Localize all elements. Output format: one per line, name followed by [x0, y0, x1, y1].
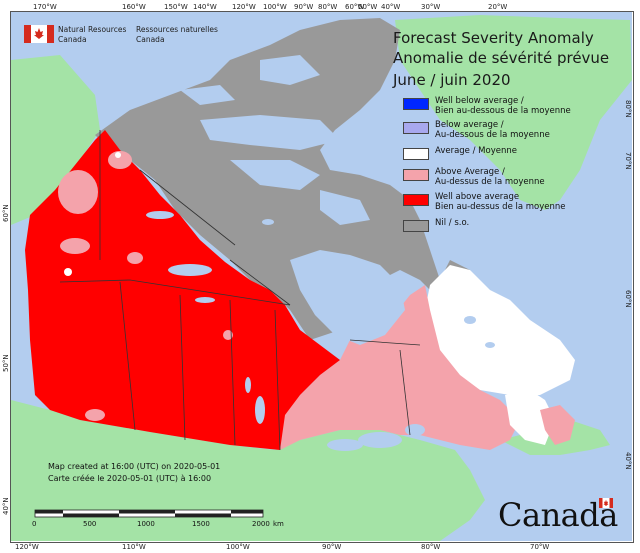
graticule-top-label: 30°W	[421, 3, 441, 11]
graticule-left-label: 60°N	[2, 204, 10, 222]
legend-swatch-below	[403, 122, 429, 134]
legend-label-en: Below average /	[435, 120, 504, 130]
graticule-bottom-label: 110°W	[122, 543, 146, 551]
scale-label: 500	[83, 520, 97, 528]
ministry-fr-line1: Ressources naturelles	[136, 25, 218, 34]
legend-label-en: Well below average /	[435, 96, 524, 106]
legend-label-fr: Au-dessus de la moyenne	[435, 177, 545, 187]
wordmark-flag-icon	[599, 498, 613, 508]
legend-item-well-below: Well below average / Bien au-dessous de …	[403, 96, 571, 116]
patch-above-5	[223, 330, 233, 340]
graticule-top-label: 40°W	[381, 3, 401, 11]
legend-label-en: Well above average	[435, 192, 520, 202]
graticule-bottom-label: 120°W	[15, 543, 39, 551]
credit-en: Map created at 16:00 (UTC) on 2020-05-01	[48, 462, 221, 471]
graticule-bottom-label: 100°W	[226, 543, 250, 551]
graticule-bottom-label: 80°W	[421, 543, 441, 551]
scale-label: 0	[32, 520, 37, 528]
graticule-top-label: 90°W	[294, 3, 314, 11]
legend-item-well-above: Well above average Bien au-dessus de la …	[403, 192, 566, 212]
legend-item-below: Below average / Au-dessous de la moyenne	[403, 120, 550, 140]
patch-average-1	[64, 268, 72, 276]
graticule-left-label: 40°N	[2, 497, 10, 515]
legend-item-average: Average / Moyenne	[403, 146, 517, 160]
legend-item-above: Above Average / Au-dessus de la moyenne	[403, 167, 545, 187]
region-average-east	[425, 265, 575, 395]
legend-item-nil: Nil / s.o.	[403, 218, 469, 232]
map-date: June / juin 2020	[393, 71, 511, 89]
ministry-en-line2: Canada	[58, 35, 87, 44]
ministry-en-line1: Natural Resources	[58, 25, 127, 34]
map-title-fr: Anomalie de sévérité prévue	[393, 49, 610, 67]
canada-flag-icon	[24, 25, 54, 43]
patch-above-2	[60, 238, 90, 254]
legend-label-en: Nil / s.o.	[435, 218, 470, 228]
legend-swatch-average	[403, 148, 429, 160]
patch-above-6	[85, 409, 105, 421]
map-title-en: Forecast Severity Anomaly	[393, 29, 594, 47]
graticule-top-label: 100°W	[263, 3, 287, 11]
graticule-top-label: 150°W	[164, 3, 188, 11]
legend-swatch-well-below	[403, 98, 429, 110]
graticule-right-label: 40°N	[624, 452, 632, 470]
patch-average-2	[115, 152, 121, 158]
graticule-right-label: 60°N	[624, 290, 632, 308]
scale-label: 1000	[137, 520, 155, 528]
legend-swatch-nil	[403, 220, 429, 232]
graticule-bottom-label: 70°W	[530, 543, 550, 551]
region-well-above-west	[25, 130, 340, 450]
graticule-top-label: 140°W	[193, 3, 217, 11]
graticule-top-label: 160°W	[122, 3, 146, 11]
region-above-east	[280, 285, 520, 450]
graticule-top-label: 80°W	[318, 3, 338, 11]
patch-above-1	[58, 170, 98, 214]
legend-swatch-above	[403, 169, 429, 181]
region-maritimes	[505, 390, 555, 445]
legend-label-en: Above Average /	[435, 167, 505, 177]
province-boundaries	[59, 130, 421, 451]
ministry-fr-line2: Canada	[136, 35, 165, 44]
ministry-en: Natural Resources Canada	[58, 25, 126, 45]
legend-swatch-well-above	[403, 194, 429, 206]
graticule-left-label: 50°N	[2, 354, 10, 372]
legend-label-fr: Au-dessous de la moyenne	[435, 130, 550, 140]
map-frame	[10, 11, 634, 543]
arctic-channels	[180, 55, 370, 225]
hudson-bay	[290, 250, 405, 345]
graticule-top-label: 60°W	[345, 3, 365, 11]
graticule-right-label: 80°N	[624, 100, 632, 118]
patch-above-3	[108, 151, 132, 169]
canada-wordmark: Canada	[498, 496, 618, 534]
graticule-bottom-label: 90°W	[322, 543, 342, 551]
alaska-land	[11, 55, 100, 225]
scale-label: 1500	[192, 520, 210, 528]
graticule-right-label: 70°N	[624, 152, 632, 170]
patch-above-4	[127, 252, 143, 264]
graticule-top-label: 170°W	[33, 3, 57, 11]
legend-label-fr: Bien au-dessous de la moyenne	[435, 106, 571, 116]
legend-label-fr: Bien au-dessus de la moyenne	[435, 202, 566, 212]
ministry-fr: Ressources naturelles Canada	[136, 25, 218, 45]
scale-label: 2000	[252, 520, 270, 528]
graticule-top-label: 120°W	[232, 3, 256, 11]
scale-unit: km	[273, 520, 284, 528]
graticule-top-label: 50°W	[358, 3, 378, 11]
greenland-land	[395, 15, 632, 210]
graticule-top-label: 20°W	[488, 3, 508, 11]
credit-fr: Carte créée le 2020-05-01 (UTC) à 16:00	[48, 474, 212, 483]
region-newfoundland	[540, 405, 575, 445]
legend-label-en: Average / Moyenne	[435, 146, 517, 156]
